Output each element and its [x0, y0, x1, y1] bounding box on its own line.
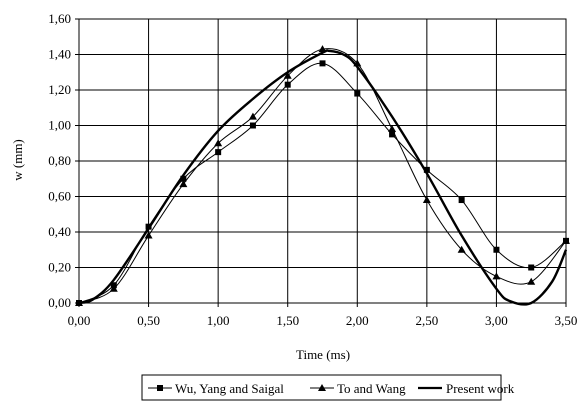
y-tick-label: 0,80 — [48, 153, 71, 168]
legend-label-wu: Wu, Yang and Saigal — [175, 381, 284, 396]
x-tick-label: 2,50 — [415, 313, 438, 328]
legend: Wu, Yang and Saigal To and Wang Present … — [141, 374, 515, 401]
data-point-square — [458, 197, 465, 204]
x-tick-label: 3,00 — [485, 313, 508, 328]
x-tick-label: 3,50 — [555, 313, 578, 328]
data-point-square — [389, 131, 396, 138]
x-axis-title: Time (ms) — [296, 347, 350, 362]
y-tick-label: 1,40 — [48, 47, 71, 62]
data-point-square — [180, 175, 187, 182]
data-point-triangle — [527, 277, 536, 285]
x-tick-label: 0,50 — [137, 313, 160, 328]
data-point-square — [319, 60, 326, 67]
data-point-square — [354, 90, 361, 97]
data-point-triangle — [422, 196, 431, 204]
data-point-triangle — [283, 71, 292, 79]
data-point-triangle — [179, 180, 188, 188]
data-point-square — [493, 246, 500, 253]
data-point-triangle — [457, 245, 466, 253]
legend-label-to: To and Wang — [337, 381, 406, 396]
series-line — [78, 48, 567, 304]
series-1 — [76, 60, 569, 306]
grid — [78, 18, 567, 304]
data-point-triangle — [388, 125, 397, 133]
series-3 — [78, 49, 568, 306]
legend-marker-wu — [157, 385, 163, 391]
data-point-square — [249, 122, 256, 129]
series-2 — [75, 45, 570, 306]
data-point-triangle — [109, 284, 118, 292]
x-tick-label: 1,00 — [207, 313, 230, 328]
y-tick-label: 1,00 — [48, 118, 71, 133]
x-tick-label: 0,00 — [68, 313, 91, 328]
x-tick-label: 2,00 — [346, 313, 369, 328]
data-point-square — [423, 166, 430, 173]
legend-label-present: Present work — [446, 381, 515, 396]
y-tick-label: 0,00 — [48, 295, 71, 310]
axes: w (mm) Time (ms) 0,00 0,20 0,40 0,60 0,80 1,0… — [10, 11, 577, 362]
x-tick-label: 1,50 — [276, 313, 299, 328]
data-point-triangle — [492, 272, 501, 280]
y-axis-title: w (mm) — [10, 139, 25, 181]
y-tick-label: 0,60 — [48, 189, 71, 204]
series-layer — [75, 45, 570, 306]
data-point-square — [215, 149, 222, 156]
legend-marker-to — [318, 384, 326, 391]
data-point-triangle — [144, 231, 153, 239]
data-point-triangle — [248, 112, 257, 120]
y-tick-label: 0,20 — [48, 260, 71, 275]
data-point-triangle — [562, 236, 570, 244]
data-point-triangle — [214, 139, 223, 147]
y-tick-label: 0,40 — [48, 224, 71, 239]
y-tick-label: 1,20 — [48, 82, 71, 97]
data-point-square — [528, 264, 535, 271]
data-point-square — [284, 81, 291, 88]
series-line — [78, 49, 568, 306]
y-tick-label: 1,60 — [48, 11, 71, 26]
